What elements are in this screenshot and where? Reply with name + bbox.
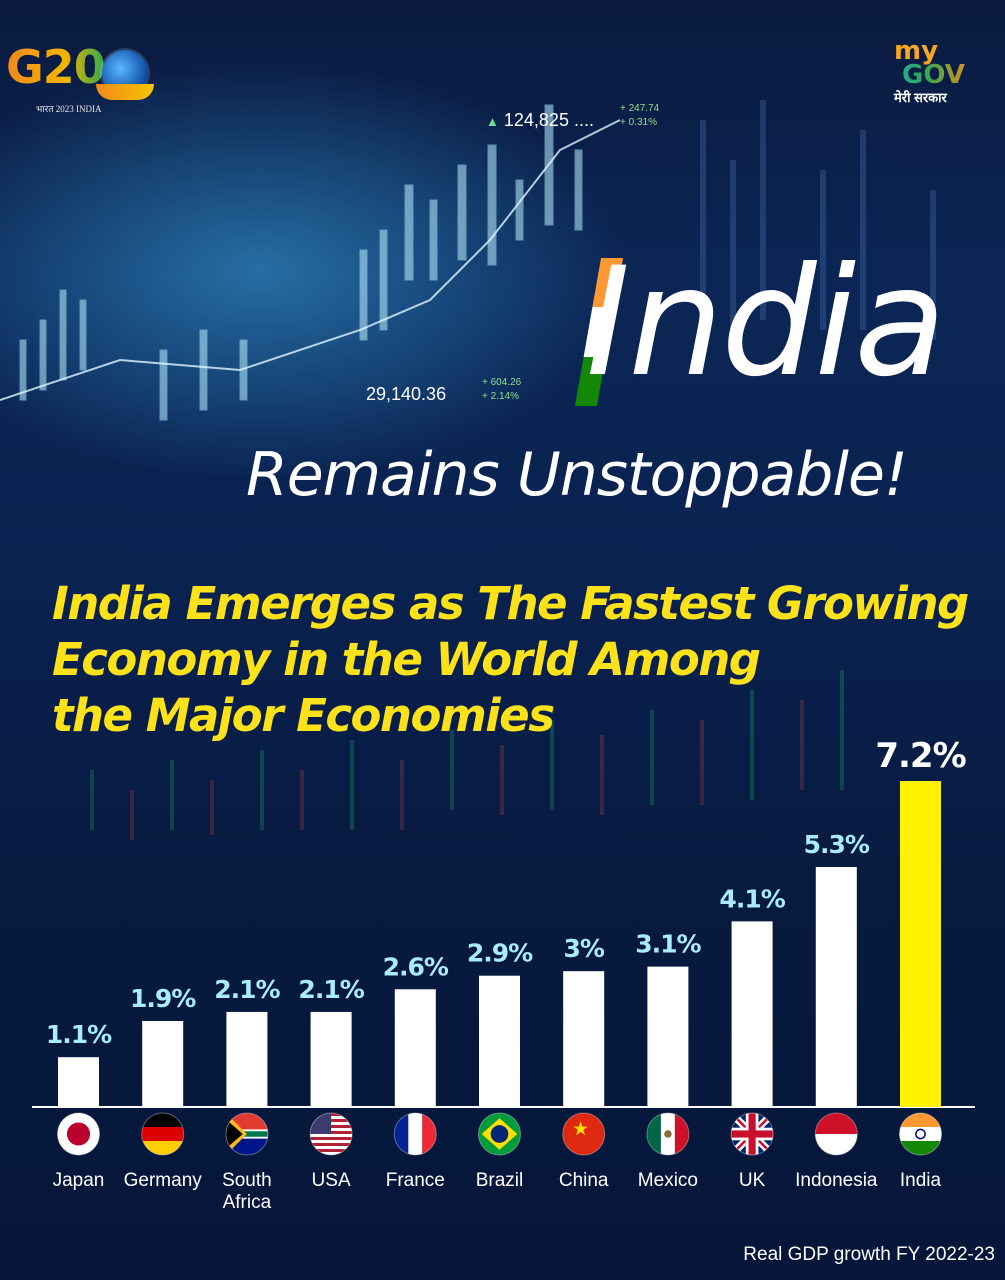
bar xyxy=(58,1057,99,1107)
bar xyxy=(900,781,941,1107)
mygov-logo: my GOV मेरी सरकार xyxy=(872,36,972,106)
category-label: South xyxy=(222,1170,272,1191)
bar-group-china: 3% ★ China xyxy=(559,934,609,1191)
china-flag-icon: ★ xyxy=(562,1112,606,1156)
g20-tagline: भारत 2023 INDIA xyxy=(36,104,102,114)
bar-group-germany: 1.9% Germany xyxy=(124,984,203,1191)
headline-line-2: Economy in the World Among xyxy=(52,633,761,686)
bar-group-brazil: 2.9% Brazil xyxy=(467,939,534,1191)
japan-flag-icon xyxy=(57,1112,100,1156)
uk-flag-icon xyxy=(730,1112,774,1156)
category-label: Mexico xyxy=(638,1170,698,1191)
bar xyxy=(310,1011,352,1107)
bar-group-japan: 1.1% Japan xyxy=(46,1020,113,1191)
south-africa-flag-icon xyxy=(225,1112,269,1156)
bar xyxy=(731,921,773,1107)
germany-flag-icon xyxy=(141,1112,185,1156)
background-stock-graphic xyxy=(0,100,936,840)
lotus-icon xyxy=(96,84,154,100)
bar xyxy=(226,1011,268,1107)
value-label: 3.1% xyxy=(635,930,701,959)
category-label: Africa xyxy=(223,1192,272,1213)
value-label: 2.9% xyxy=(467,939,533,968)
bar-group-france: 2.6% France xyxy=(383,952,450,1191)
bar xyxy=(142,1020,184,1107)
hero-title: India xyxy=(586,236,946,410)
india-flag-icon xyxy=(899,1112,942,1156)
value-label: 2.1% xyxy=(214,975,280,1004)
value-label: 7.2% xyxy=(875,736,965,776)
svg-text:★: ★ xyxy=(572,1118,589,1140)
ticker-mid-value: 29,140.36 xyxy=(366,384,447,404)
category-label: China xyxy=(559,1170,609,1191)
bar xyxy=(815,867,857,1107)
brazil-flag-icon xyxy=(478,1112,521,1156)
category-label: India xyxy=(900,1170,942,1191)
value-label: 2.1% xyxy=(298,975,364,1004)
bar-group-indonesia: 5.3% Indonesia xyxy=(795,830,878,1191)
bar-group-mexico: 3.1% Mexico xyxy=(635,930,702,1191)
bar-group-usa: 2.1% USA xyxy=(298,975,365,1191)
category-label: Indonesia xyxy=(795,1170,878,1191)
usa-flag-icon xyxy=(309,1112,353,1156)
value-label: 4.1% xyxy=(719,884,785,913)
hero-subtitle: Remains Unstoppable! xyxy=(246,440,908,510)
value-label: 5.3% xyxy=(804,830,870,859)
france-flag-icon xyxy=(393,1112,437,1156)
category-label: USA xyxy=(312,1170,351,1191)
g20-logo: G20 भारत 2023 INDIA xyxy=(6,32,156,122)
ticker-top-change: + 247.74 + 0.31% xyxy=(620,103,660,128)
bar xyxy=(479,975,520,1107)
value-label: 1.1% xyxy=(46,1020,112,1049)
source-note: Real GDP growth FY 2022-23 xyxy=(743,1244,995,1265)
category-label: UK xyxy=(739,1170,766,1191)
mexico-flag-icon xyxy=(646,1112,690,1156)
category-label: Germany xyxy=(124,1170,203,1191)
background-glow xyxy=(0,0,1005,560)
g20-logo-text: G20 xyxy=(6,40,106,94)
headline: India Emerges as The Fastest Growing Eco… xyxy=(52,576,972,744)
mygov-my: my xyxy=(894,36,939,66)
value-label: 2.6% xyxy=(383,952,449,981)
up-arrow-icon: ▲ xyxy=(486,114,499,129)
mygov-hindi: मेरी सरकार xyxy=(894,90,947,105)
bar xyxy=(647,966,689,1107)
headline-line-1: India Emerges as The Fastest Growing xyxy=(52,577,969,630)
value-label: 1.9% xyxy=(130,984,196,1013)
headline-line-3: the Major Economies xyxy=(52,689,555,742)
category-label: Brazil xyxy=(476,1170,524,1191)
bar xyxy=(563,971,605,1107)
ticker-top-value: ▲ 124,825 .... xyxy=(486,110,594,130)
value-label: 3% xyxy=(563,934,604,963)
category-label: Japan xyxy=(53,1170,105,1191)
bar-group-india: 7.2% India xyxy=(875,736,966,1191)
mygov-gov: GOV xyxy=(872,62,972,88)
category-label: France xyxy=(386,1170,445,1191)
bar-group-uk: 4.1% UK xyxy=(719,884,786,1191)
indonesia-flag-icon xyxy=(814,1112,858,1156)
bar xyxy=(394,989,436,1107)
ticker-mid-change: + 604.26 + 2.14% xyxy=(482,377,522,402)
